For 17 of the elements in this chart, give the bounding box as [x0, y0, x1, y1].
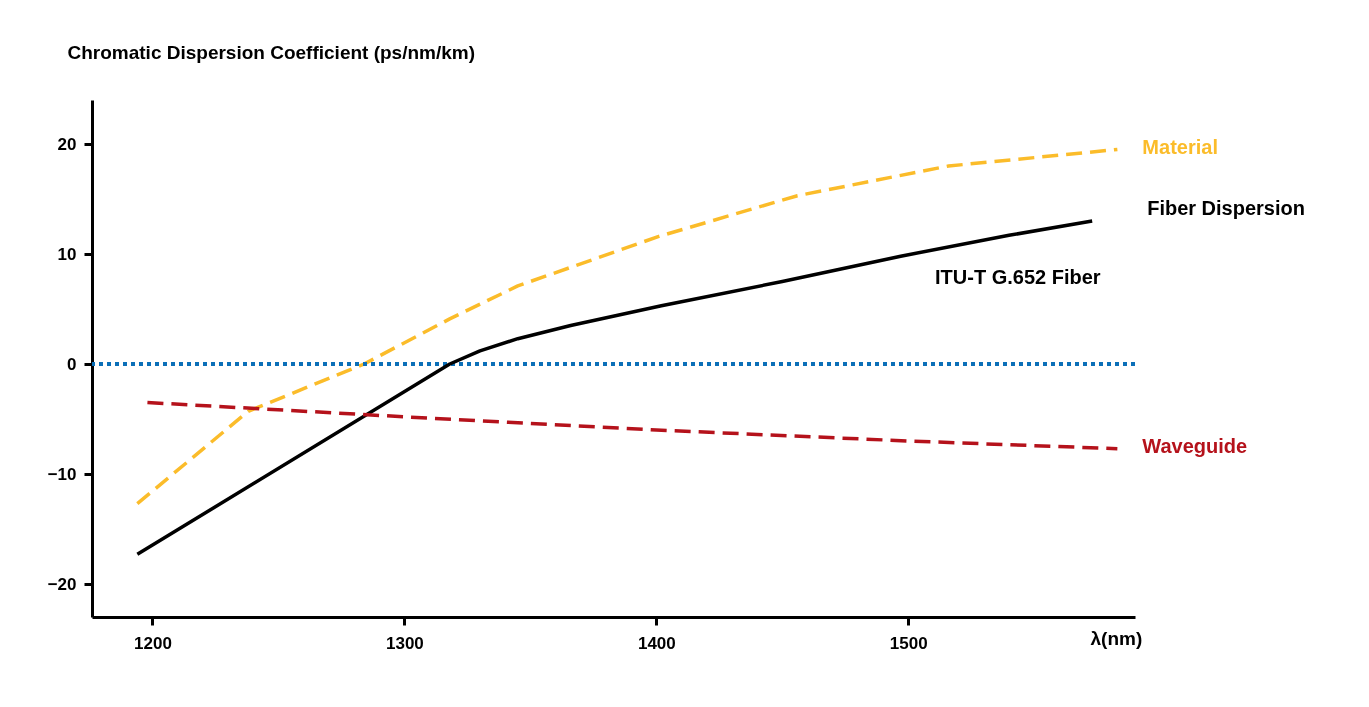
y-tick-label: 0 — [67, 354, 77, 374]
series-label: Material — [1142, 135, 1218, 158]
y-tick-label: −20 — [47, 574, 77, 594]
y-tick-label: −10 — [47, 464, 77, 484]
y-axis-title: Chromatic Dispersion Coefficient (ps/nm/km) — [67, 41, 476, 63]
line-series — [135, 147, 1120, 506]
y-tick-label: 10 — [57, 244, 77, 264]
y-tick-label: 20 — [57, 134, 77, 154]
annotation: ITU-T G.652 Fiber — [935, 266, 1101, 288]
text: Fiber Dispersion — [1147, 197, 1305, 219]
x-tick-label: 1300 — [385, 633, 424, 653]
series-label: Waveguide — [1142, 434, 1248, 457]
x-tick-label: 1400 — [637, 633, 676, 653]
x-tick-label: 1200 — [134, 633, 172, 653]
x-axis-title: λ(nm) — [1090, 627, 1143, 649]
line-series — [145, 400, 1120, 451]
x-tick-label: 1500 — [889, 633, 928, 653]
